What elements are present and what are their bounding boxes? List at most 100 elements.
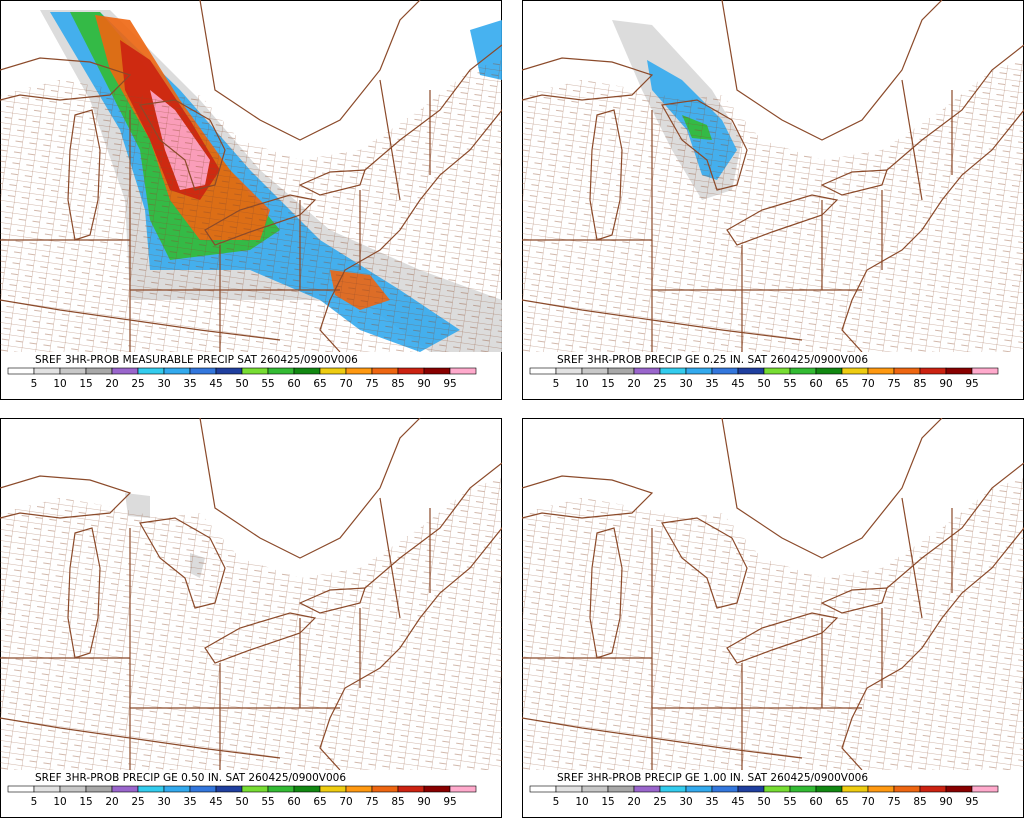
legend-swatch [7,367,35,375]
panel-title: SREF 3HR-PROB PRECIP GE 1.00 IN. SAT 260… [557,772,868,784]
legend-label: 20 [105,378,118,390]
legend-swatch [867,367,895,375]
legend-swatch [397,785,425,793]
legend-swatch [919,785,947,793]
legend-swatch [33,367,61,375]
map-panel: SREF 3HR-PROB PRECIP GE 0.25 IN. SAT 260… [522,0,1024,400]
legend-label: 70 [861,796,874,808]
legend-swatch [581,785,609,793]
legend-label: 60 [287,796,300,808]
legend-swatch [33,785,61,793]
legend-swatch [319,367,347,375]
legend-swatch [945,367,973,375]
legend-swatch [371,367,399,375]
legend-swatch [945,785,973,793]
legend-label: 15 [79,796,92,808]
legend-swatch [763,785,791,793]
legend-swatch [293,367,321,375]
legend-label: 45 [209,796,222,808]
map [0,0,502,352]
legend-swatch [867,785,895,793]
legend-swatch [215,785,243,793]
legend-swatch [529,785,557,793]
legend-swatch [893,785,921,793]
legend-label: 10 [53,796,66,808]
legend-swatch [555,367,583,375]
legend-label: 90 [417,378,430,390]
legend-label: 85 [913,796,926,808]
legend-swatch [841,785,869,793]
legend-label: 90 [417,796,430,808]
legend-swatch [841,367,869,375]
legend-label: 95 [443,796,456,808]
legend-label: 5 [553,378,560,390]
legend-swatch [397,367,425,375]
legend-swatch [763,367,791,375]
legend-label: 35 [183,378,196,390]
legend-label: 10 [575,796,588,808]
legend-swatch [971,367,999,375]
legend-label: 60 [809,796,822,808]
legend-swatch [371,785,399,793]
legend-swatch [111,785,139,793]
legend-label: 65 [313,378,326,390]
map-panel: SREF 3HR-PROB MEASURABLE PRECIP SAT 2604… [0,0,502,400]
legend-swatch [449,785,477,793]
legend-swatch [529,367,557,375]
legend-swatch [345,785,373,793]
legend-label: 85 [391,796,404,808]
legend-swatch [581,367,609,375]
legend-label: 20 [105,796,118,808]
legend-swatch [685,785,713,793]
legend-swatch [607,785,635,793]
legend-label: 55 [783,796,796,808]
legend-label: 35 [183,796,196,808]
legend-swatch [685,367,713,375]
legend-label: 15 [601,796,614,808]
legend-label: 65 [313,796,326,808]
legend-swatch [137,785,165,793]
legend-label: 70 [339,796,352,808]
legend-swatch [659,367,687,375]
legend-label: 95 [965,378,978,390]
legend-label: 75 [887,796,900,808]
map [522,0,1024,352]
legend-swatch [711,367,739,375]
legend-label: 85 [913,378,926,390]
panel-title: SREF 3HR-PROB MEASURABLE PRECIP SAT 2604… [35,354,358,366]
legend-label: 5 [553,796,560,808]
legend-label: 70 [861,378,874,390]
legend-label: 25 [131,796,144,808]
legend-label: 90 [939,796,952,808]
legend-swatch [659,785,687,793]
legend-swatch [893,367,921,375]
legend-swatch [789,367,817,375]
legend-label: 5 [31,378,38,390]
legend-label: 65 [835,796,848,808]
legend-swatch [85,785,113,793]
legend-label: 5 [31,796,38,808]
legend-label: 30 [679,796,692,808]
legend-label: 50 [235,378,248,390]
legend-swatch [59,785,87,793]
legend-swatch [319,785,347,793]
legend-swatch [345,367,373,375]
legend-swatch [423,367,451,375]
legend-label: 65 [835,378,848,390]
panel-title: SREF 3HR-PROB PRECIP GE 0.25 IN. SAT 260… [557,354,868,366]
legend-swatch [737,367,765,375]
legend-label: 85 [391,378,404,390]
legend-label: 20 [627,378,640,390]
map [0,418,502,770]
legend-label: 25 [653,796,666,808]
legend-label: 30 [679,378,692,390]
legend-swatch [189,785,217,793]
legend-swatch [633,367,661,375]
legend-swatch [267,367,295,375]
legend-label: 50 [235,796,248,808]
legend-swatch [215,367,243,375]
legend-label: 75 [887,378,900,390]
legend-label: 95 [443,378,456,390]
legend-swatch [137,367,165,375]
